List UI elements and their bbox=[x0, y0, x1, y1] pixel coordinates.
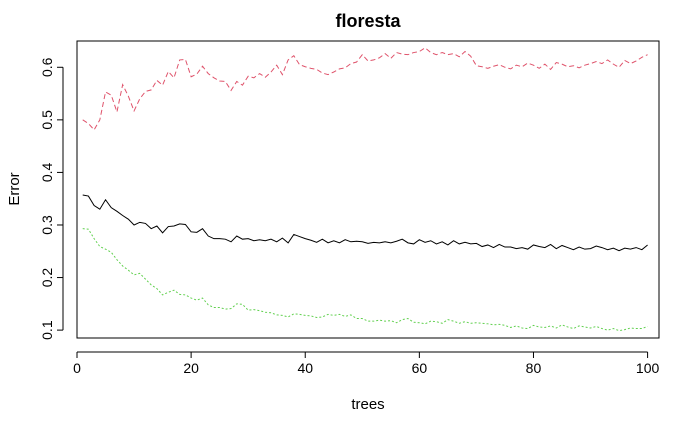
x-tick-label: 100 bbox=[636, 360, 660, 376]
x-tick-label: 80 bbox=[526, 360, 542, 376]
y-tick-label: 0.3 bbox=[39, 215, 55, 235]
x-tick-label: 40 bbox=[297, 360, 313, 376]
y-axis-title: Error bbox=[6, 172, 23, 205]
series-line-1 bbox=[82, 194, 648, 252]
y-tick-label: 0.2 bbox=[39, 268, 55, 288]
y-tick-label: 0.5 bbox=[39, 110, 55, 130]
x-tick-label: 0 bbox=[73, 360, 81, 376]
y-tick-label: 0.1 bbox=[39, 320, 55, 340]
plot-frame bbox=[76, 40, 660, 339]
x-axis: 0 20 40 60 80 100 bbox=[73, 351, 660, 376]
y-tick-label: 0.4 bbox=[39, 162, 55, 182]
y-tick-label: 0.6 bbox=[39, 57, 55, 77]
series-layer bbox=[82, 47, 648, 332]
x-axis-title: trees bbox=[351, 396, 384, 413]
chart-title: floresta bbox=[335, 11, 401, 31]
x-tick-label: 60 bbox=[412, 360, 428, 376]
series-line-3 bbox=[82, 228, 648, 332]
y-axis: 0.1 0.2 0.3 0.4 0.5 0.6 bbox=[39, 57, 64, 340]
x-tick-label: 20 bbox=[183, 360, 199, 376]
series-line-2 bbox=[82, 47, 648, 131]
